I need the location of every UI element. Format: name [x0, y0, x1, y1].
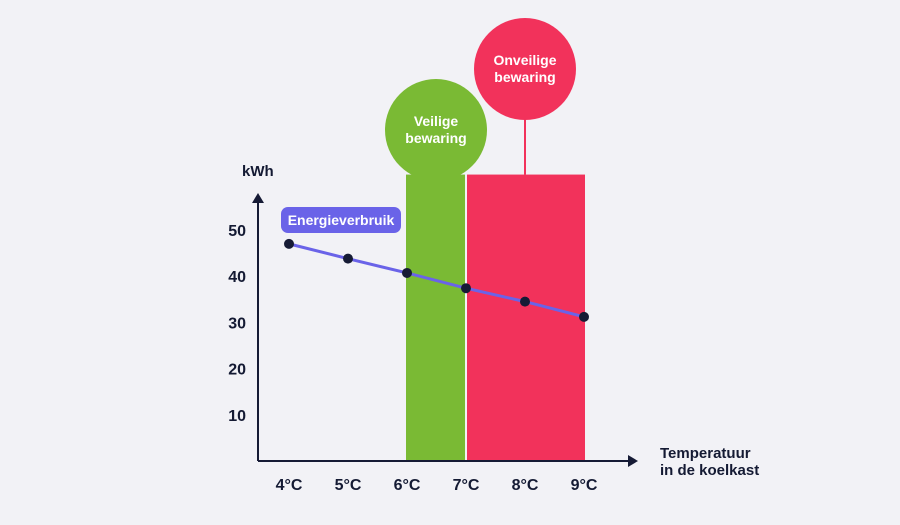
y-tick-label-2: 30 [228, 315, 246, 332]
ticks-layer: 10 20 30 40 50 4°C 5°C 6°C 7°C 8°C 9°C [228, 223, 598, 494]
zone-label-0-line-0: Veilige [414, 113, 459, 129]
zone-label-1: Onveilige bewaring [493, 52, 556, 85]
y-tick-label-3: 40 [228, 269, 246, 286]
x-axis-arrow [628, 455, 638, 467]
zone-rect-1 [467, 174, 585, 461]
series-legend-label: Energieverbruik [288, 212, 395, 228]
zone-rect-0 [406, 174, 465, 461]
zone-bubble-1 [474, 18, 576, 120]
data-point-0 [284, 238, 294, 249]
x-tick-label-4: 8°C [512, 477, 539, 494]
series-layer [284, 238, 589, 322]
zone-label-0-line-1: bewaring [405, 130, 466, 146]
x-tick-label-2: 6°C [394, 477, 421, 494]
y-tick-label-4: 50 [228, 223, 246, 240]
x-axis-label-line-1: Temperatuur [660, 445, 751, 462]
x-axis-label-line-2: in de koelkast [660, 462, 759, 479]
y-tick-label-1: 20 [228, 362, 246, 379]
y-tick-label-0: 10 [228, 408, 246, 425]
series-legend: Energieverbruik [281, 207, 401, 233]
data-point-1 [343, 253, 353, 264]
y-axis-arrow [252, 193, 264, 203]
x-tick-label-5: 9°C [571, 477, 598, 494]
zone-label-1-line-0: Onveilige [493, 52, 556, 68]
data-point-3 [461, 283, 471, 294]
data-point-5 [579, 311, 589, 322]
series-line [288, 242, 585, 319]
zone-bubble-0 [385, 79, 487, 181]
zone-label-0: Veilige bewaring [405, 113, 466, 146]
data-point-4 [520, 296, 530, 307]
x-tick-label-3: 7°C [453, 477, 480, 494]
series-legend-badge [281, 207, 401, 233]
y-axis-label: kWh [242, 163, 274, 180]
x-tick-label-1: 5°C [335, 477, 362, 494]
data-point-2 [402, 267, 412, 278]
zone-label-1-line-1: bewaring [494, 69, 555, 85]
x-axis-label: Temperatuur in de koelkast [660, 445, 759, 479]
x-tick-label-0: 4°C [276, 477, 303, 494]
axes-layer: kWh Temperatuur in de koelkast [242, 163, 759, 479]
